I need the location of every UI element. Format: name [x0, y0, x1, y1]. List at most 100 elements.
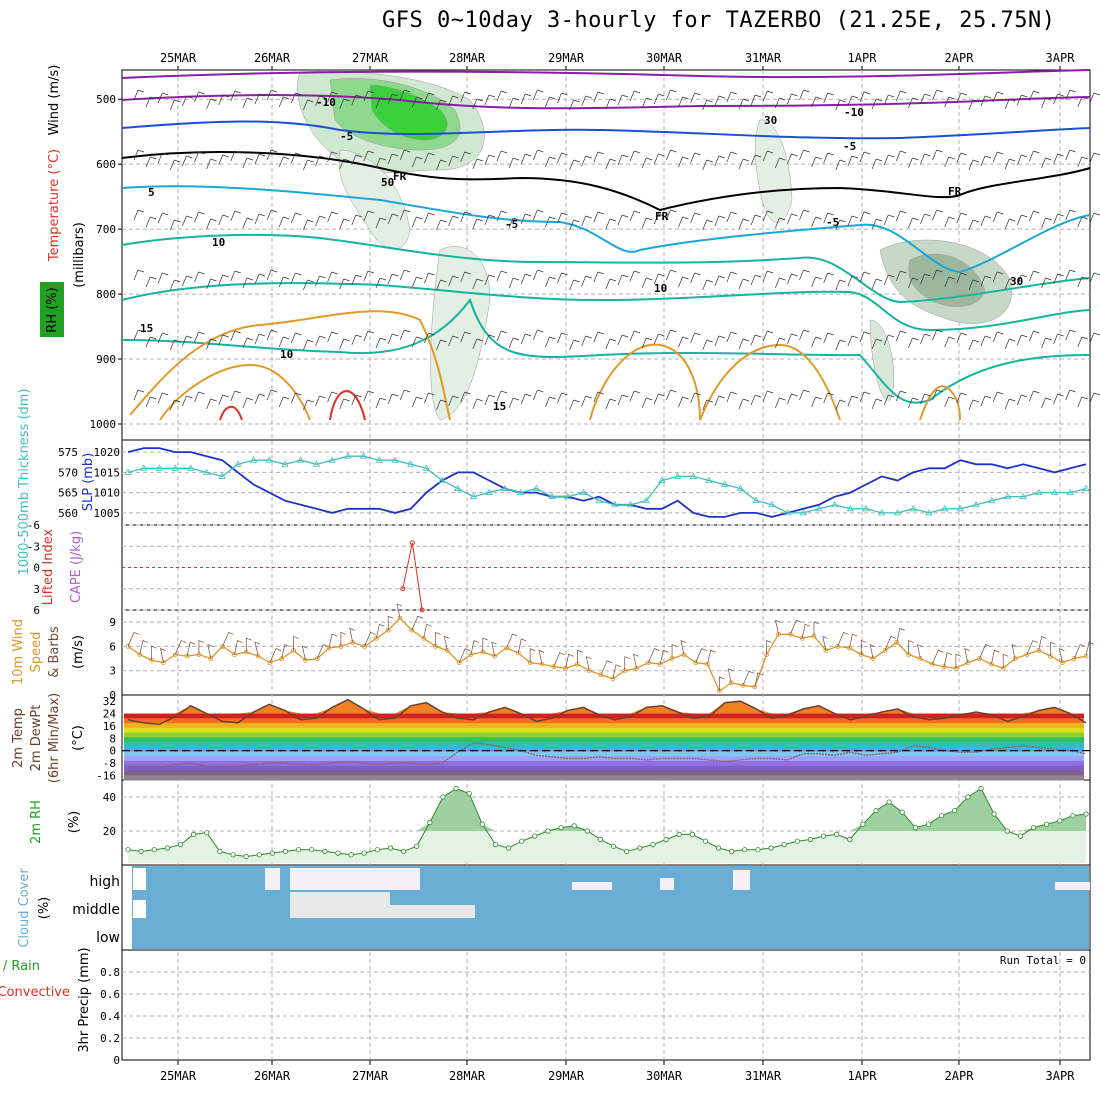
wind-barb-10m	[387, 615, 394, 631]
wind-barb	[883, 94, 895, 106]
wind-barb-10m	[1026, 640, 1038, 655]
wind-barb	[666, 389, 677, 401]
wind-barb	[811, 396, 822, 408]
wind-barb	[182, 155, 193, 167]
wind-barb	[908, 277, 919, 289]
panel-content	[121, 69, 1100, 949]
wind-barb	[702, 399, 713, 411]
rh-marker	[125, 847, 131, 853]
wind-barb	[218, 94, 229, 106]
thickness-tick-label: 575	[58, 446, 78, 459]
wind-barb	[666, 89, 677, 101]
wind-barb	[303, 339, 314, 351]
rh-marker	[492, 841, 499, 848]
thickness-marker	[611, 500, 619, 508]
wind-barb-10m	[671, 644, 678, 659]
wind-barb	[726, 211, 738, 223]
temperature-contour	[121, 297, 1091, 404]
wind-barb	[1089, 332, 1100, 344]
cloud-low-label: low	[96, 930, 120, 946]
wind-barb	[835, 219, 846, 231]
rh-marker	[715, 845, 722, 851]
wind-barb-10m	[585, 656, 592, 671]
wind-barb-10m	[707, 649, 716, 665]
lifted-index-tick-label: 0	[33, 562, 40, 575]
wind-barb	[653, 333, 665, 345]
wind-barb	[787, 213, 798, 225]
wind-speed-marker	[977, 656, 982, 661]
wind-barb-10m	[301, 645, 308, 661]
wind-axis-label: Wind (m/s)	[47, 65, 62, 136]
wind-barb-10m	[659, 649, 669, 665]
wind-barb	[774, 277, 786, 289]
wind-barb-10m	[423, 623, 432, 639]
wind-barb	[303, 219, 314, 231]
wind-barb	[847, 95, 859, 107]
pressure-tick-label: 500	[96, 93, 116, 106]
wind-barb	[157, 272, 169, 284]
wind-barb-10m	[160, 648, 166, 663]
wind-barb	[460, 91, 471, 103]
wind-barb	[726, 331, 738, 343]
wind-barb-10m	[680, 639, 687, 655]
rh-marker	[440, 794, 446, 800]
wind-barb	[726, 271, 738, 283]
wind-barb	[508, 157, 520, 169]
wind-barb-10m	[695, 648, 707, 663]
wind-barb	[424, 212, 435, 224]
wind-barb-10m	[491, 641, 497, 657]
rh-marker	[1030, 824, 1037, 831]
thickness-marker	[281, 460, 289, 467]
thickness-marker	[187, 464, 195, 471]
wind-barb	[690, 392, 701, 404]
wind-barb	[1029, 210, 1040, 222]
wind-barb	[678, 216, 689, 228]
wind-barb	[169, 339, 181, 351]
wind-barb	[908, 97, 919, 109]
rh-marker	[952, 807, 958, 814]
wind-barb	[1029, 270, 1040, 282]
rh-marker	[151, 847, 157, 853]
temperature-contour	[121, 233, 1091, 304]
rh-marker	[505, 845, 512, 851]
wind-barb	[1089, 212, 1100, 224]
wind-barb-10m	[624, 656, 630, 671]
thickness-axis-label: 1000-500mb Thickness (dm)	[17, 388, 32, 575]
wind-speed-marker	[728, 680, 734, 686]
wind-barb-10m	[482, 637, 488, 653]
rh-shading	[869, 319, 895, 401]
wind-barb	[823, 272, 834, 284]
wind-speed-marker	[1024, 652, 1030, 657]
wind-speed-marker	[835, 644, 841, 649]
temp-tick-label: -16	[96, 769, 116, 782]
wind-barb-10m	[754, 672, 763, 687]
wind-barb	[605, 218, 617, 230]
wind-barb	[811, 96, 822, 108]
rh-marker	[755, 847, 761, 853]
cloud-gap	[572, 882, 612, 890]
thickness-marker	[878, 509, 886, 516]
wind-barb	[750, 334, 762, 346]
wind-barb-10m	[458, 648, 471, 663]
wind-barb	[448, 215, 459, 227]
wind-barb	[738, 278, 750, 290]
wind-barb-10m	[470, 640, 480, 655]
cloud-gap	[390, 905, 475, 918]
wind-barb-10m	[174, 640, 187, 655]
wind-barb	[1089, 272, 1100, 284]
wind-barb	[339, 158, 350, 170]
wind-barb	[787, 93, 798, 105]
wind-speed-marker	[373, 635, 379, 641]
chart-title: GFS 0~10day 3-hourly for TAZERBO (21.25E…	[382, 8, 1056, 33]
wind-barb	[157, 392, 169, 404]
cloud-unit-label: (%)	[37, 897, 52, 920]
wind-barb	[678, 156, 689, 168]
slp-tick-label: 1010	[94, 487, 121, 500]
wind-barb	[690, 92, 701, 104]
wind-barb-10m	[612, 664, 622, 679]
wind-barb	[351, 154, 362, 166]
wind-barb	[532, 329, 544, 341]
thickness-marker	[375, 456, 383, 463]
temperature-axis-label: Temperature (°C)	[47, 149, 62, 262]
thickness-marker	[595, 496, 603, 504]
